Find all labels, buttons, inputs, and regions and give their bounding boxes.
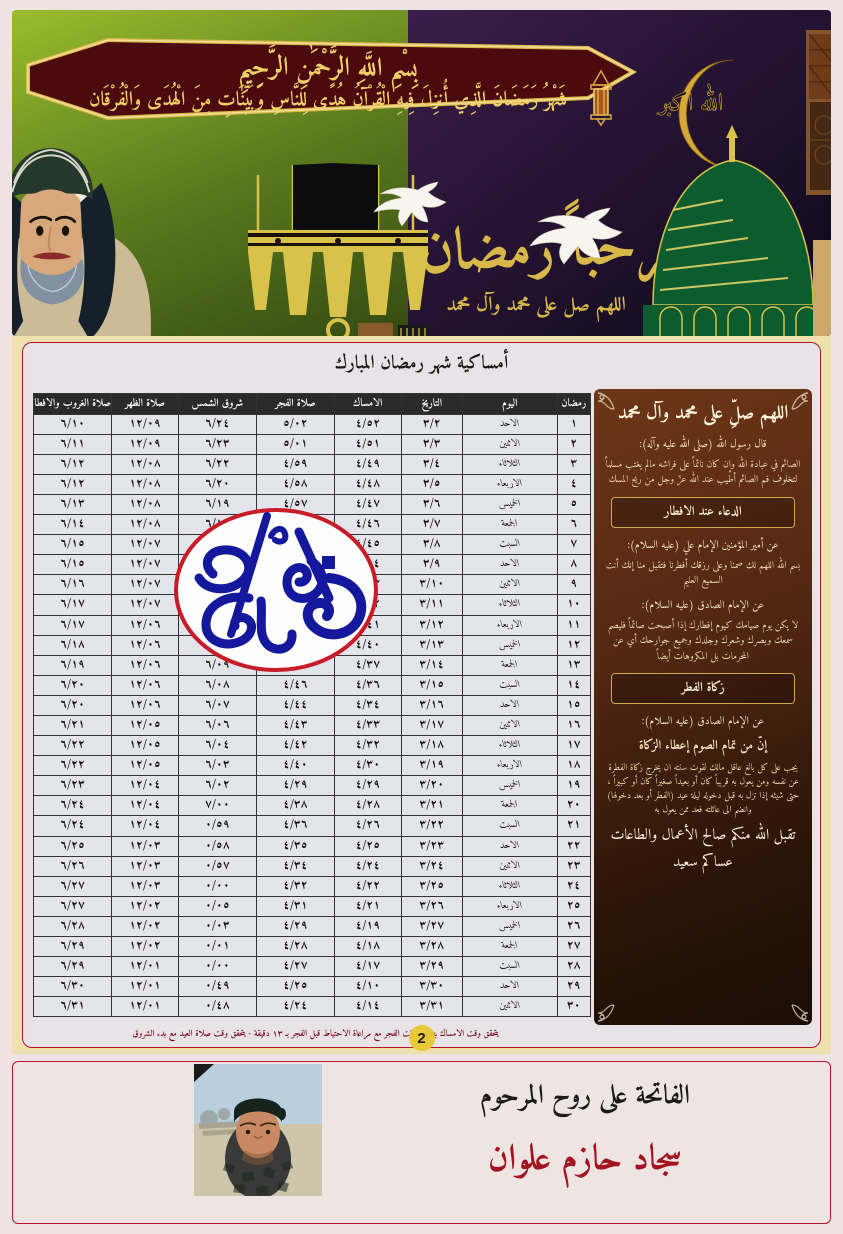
svg-text:شَهْرُ رَمَضَانَ الَّذِي أُنزِ: شَهْرُ رَمَضَانَ الَّذِي أُنزِلَ فِيهِ ا… xyxy=(89,77,567,118)
svg-text:الله اكبر: الله اكبر xyxy=(656,83,723,126)
svg-text:اللهم صل على محمد وآل محمد: اللهم صل على محمد وآل محمد xyxy=(446,288,626,323)
